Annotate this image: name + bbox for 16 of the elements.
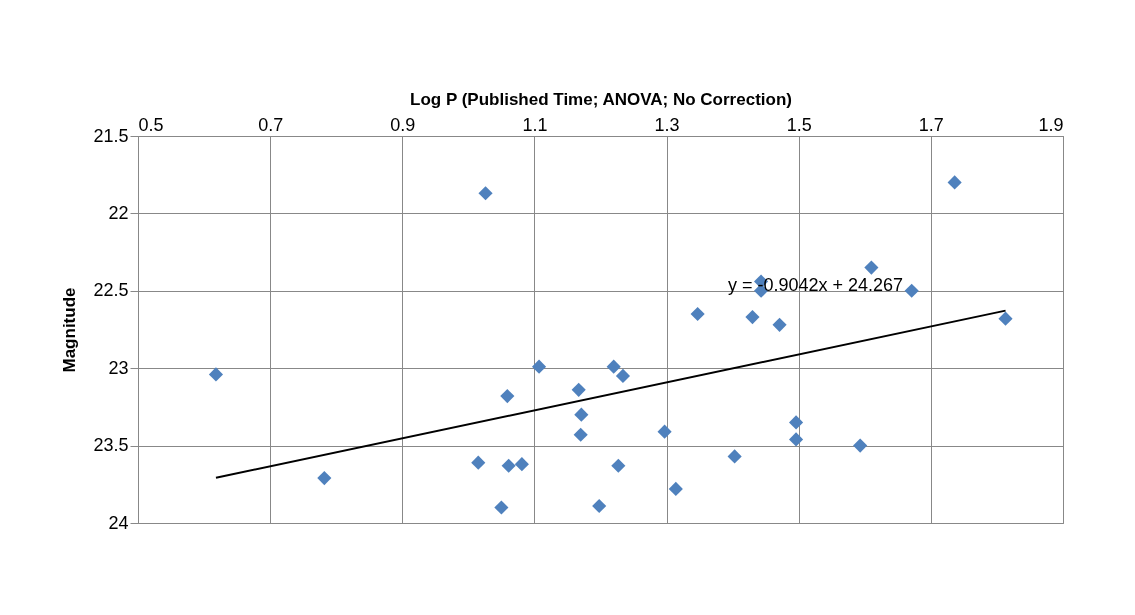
y-axis-title: Magnitude bbox=[60, 287, 80, 373]
x-tick-label: 0.5 bbox=[138, 114, 164, 135]
x-tick-label: 1.1 bbox=[522, 114, 548, 135]
y-tick-label: 21.5 bbox=[93, 125, 129, 146]
y-tick-label: 24 bbox=[108, 512, 129, 533]
y-tick-label: 23 bbox=[108, 357, 129, 378]
x-tick-label: 0.9 bbox=[390, 114, 416, 135]
x-tick-label: 1.7 bbox=[918, 114, 944, 135]
x-tick-label: 1.3 bbox=[654, 114, 680, 135]
y-tick-label: 23.5 bbox=[93, 435, 129, 456]
y-tick-label: 22.5 bbox=[93, 280, 129, 301]
x-tick-label: 1.5 bbox=[786, 114, 812, 135]
y-tick-label: 22 bbox=[108, 202, 129, 223]
x-tick-label: 0.7 bbox=[258, 114, 284, 135]
x-tick-label: 1.9 bbox=[1038, 114, 1064, 135]
x-axis-title: Log P (Published Time; ANOVA; No Correction) bbox=[410, 89, 792, 109]
